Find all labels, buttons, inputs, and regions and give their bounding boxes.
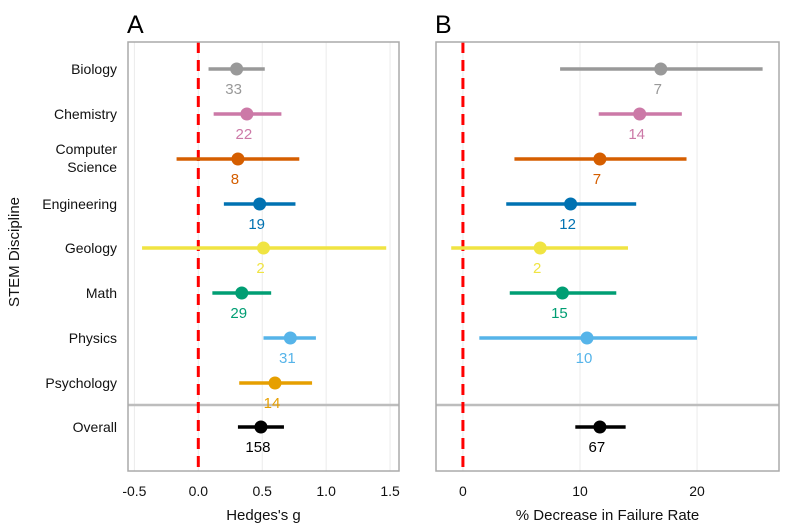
n-label: 14 xyxy=(628,126,645,143)
category-label: Biology xyxy=(71,61,117,77)
panel-b: 7 14 7 12 2 15 10 67 0 10 20 % Decrease in Failure … xyxy=(435,11,780,524)
category-label: Psychology xyxy=(45,375,117,391)
panel-label: A xyxy=(127,11,144,39)
x-axis-title: % Decrease in Failure Rate xyxy=(516,507,699,524)
x-tick-label: 20 xyxy=(689,483,705,499)
plot-background xyxy=(436,42,779,471)
x-tick-label: 1.0 xyxy=(316,483,336,499)
x-tick-label: 0 xyxy=(459,483,467,499)
category-label: Engineering xyxy=(42,196,117,212)
category-label-line: Science xyxy=(67,159,117,175)
estimate-point xyxy=(257,241,270,255)
estimate-point xyxy=(240,107,254,121)
estimate-point xyxy=(283,331,297,345)
category-label: Computer Science xyxy=(56,141,118,175)
n-label: 2 xyxy=(533,260,541,277)
n-label: 31 xyxy=(279,350,296,367)
n-label: 22 xyxy=(236,126,253,143)
n-label: 7 xyxy=(654,81,662,98)
estimate-point xyxy=(564,197,578,211)
estimate-point xyxy=(593,152,607,166)
panel-a: 33 22 8 19 2 29 31 14 158 -0.5 0.0 0.5 1.0 1.5 Hedges'… xyxy=(122,11,400,524)
estimate-point xyxy=(633,107,647,121)
estimate-point xyxy=(654,62,668,76)
x-tick-label: 0.5 xyxy=(252,483,272,499)
estimate-point xyxy=(235,286,249,300)
category-label: Math xyxy=(86,285,117,301)
n-label: 2 xyxy=(256,260,264,277)
estimate-point xyxy=(253,197,267,211)
estimate-point xyxy=(254,420,268,434)
estimate-point xyxy=(231,152,245,166)
n-label: 158 xyxy=(245,439,270,456)
estimate-point xyxy=(533,241,547,255)
category-labels: Biology Chemistry Computer Science Engineeri… xyxy=(42,61,117,435)
estimate-point xyxy=(580,331,594,345)
category-label-line: Computer xyxy=(56,141,118,157)
category-label: Overall xyxy=(73,419,117,435)
n-label: 8 xyxy=(231,171,239,188)
n-label: 10 xyxy=(576,350,593,367)
estimate-point xyxy=(593,420,607,434)
n-label: 33 xyxy=(225,81,242,98)
x-tick-label: 10 xyxy=(572,483,588,499)
x-tick-label: 0.0 xyxy=(189,483,209,499)
y-axis-title: STEM Discipline xyxy=(6,197,23,307)
x-tick-label: -0.5 xyxy=(122,483,146,499)
n-label: 15 xyxy=(551,305,568,322)
plot-frame xyxy=(435,41,780,472)
category-label: Physics xyxy=(69,330,117,346)
n-label: 12 xyxy=(559,216,576,233)
n-label: 29 xyxy=(230,305,247,322)
estimate-point xyxy=(230,62,244,76)
category-label: Chemistry xyxy=(54,106,117,122)
x-axis-title: Hedges's g xyxy=(226,507,301,524)
n-label: 7 xyxy=(593,171,601,188)
panel-label: B xyxy=(435,11,452,39)
plot-frame xyxy=(127,41,400,472)
n-label: 19 xyxy=(248,216,265,233)
x-tick-label: 1.5 xyxy=(380,483,400,499)
n-label: 67 xyxy=(589,439,606,456)
category-label: Geology xyxy=(65,240,117,256)
estimate-point xyxy=(555,286,569,300)
n-label: 14 xyxy=(264,395,281,412)
estimate-point xyxy=(268,376,282,390)
